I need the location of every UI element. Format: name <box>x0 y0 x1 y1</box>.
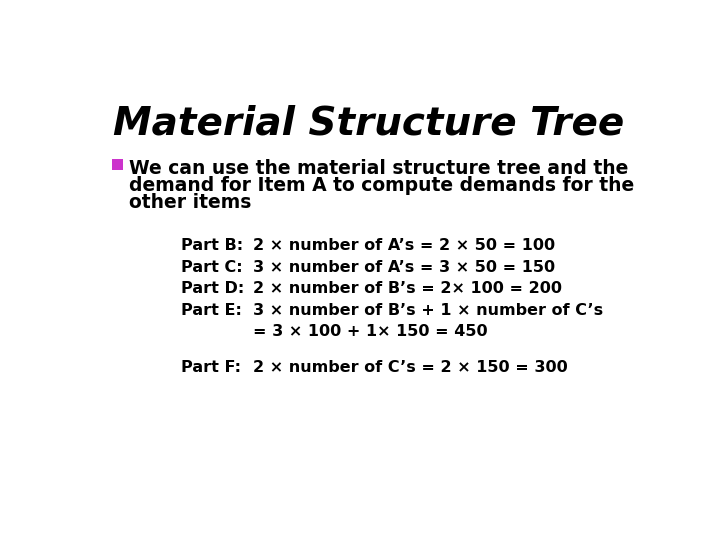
Text: 3 × number of B’s + 1 × number of C’s: 3 × number of B’s + 1 × number of C’s <box>253 303 603 318</box>
Text: demand for Item A to compute demands for the: demand for Item A to compute demands for… <box>129 176 634 195</box>
Text: 2 × number of C’s = 2 × 150 = 300: 2 × number of C’s = 2 × 150 = 300 <box>253 360 567 375</box>
Text: Part F:: Part F: <box>181 360 241 375</box>
Text: Part C:: Part C: <box>181 260 243 275</box>
Text: Part B:: Part B: <box>181 238 243 253</box>
Text: Material Structure Tree: Material Structure Tree <box>113 105 625 143</box>
Text: Part E:: Part E: <box>181 303 243 318</box>
Text: Part D:: Part D: <box>181 281 245 296</box>
Text: 2 × number of B’s = 2× 100 = 200: 2 × number of B’s = 2× 100 = 200 <box>253 281 562 296</box>
Text: We can use the material structure tree and the: We can use the material structure tree a… <box>129 159 628 178</box>
Text: 3 × number of A’s = 3 × 50 = 150: 3 × number of A’s = 3 × 50 = 150 <box>253 260 555 275</box>
Text: 2 × number of A’s = 2 × 50 = 100: 2 × number of A’s = 2 × 50 = 100 <box>253 238 555 253</box>
Text: = 3 × 100 + 1× 150 = 450: = 3 × 100 + 1× 150 = 450 <box>253 325 487 339</box>
Text: other items: other items <box>129 193 251 212</box>
FancyBboxPatch shape <box>112 159 122 170</box>
